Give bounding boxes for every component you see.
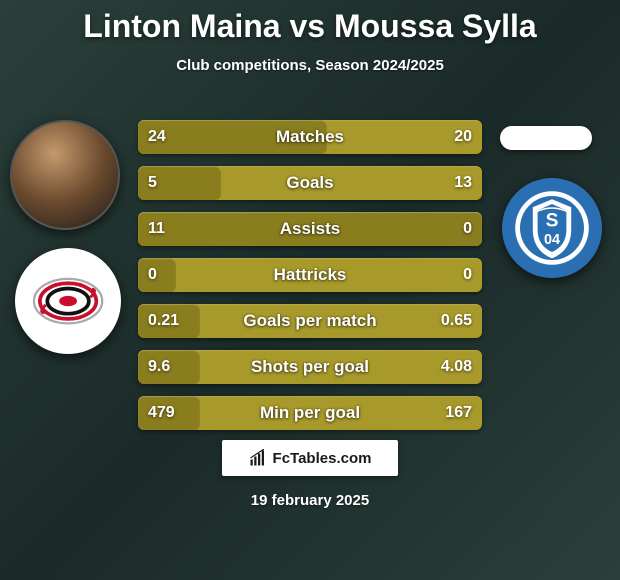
svg-text:04: 04 — [544, 232, 560, 248]
club-left-badge — [15, 248, 121, 354]
stat-row: 5Goals13 — [138, 166, 482, 200]
stat-row: 11Assists0 — [138, 212, 482, 246]
stat-value-right: 4.08 — [431, 350, 482, 384]
footer-date: 19 february 2025 — [0, 492, 620, 509]
stat-value-right: 0 — [453, 258, 482, 292]
svg-text:S: S — [546, 210, 559, 231]
stat-row: 479Min per goal167 — [138, 396, 482, 430]
player-left-avatar — [10, 120, 120, 230]
stat-label: Goals — [138, 166, 482, 200]
stat-value-right: 0 — [453, 212, 482, 246]
hurricane-icon — [31, 264, 105, 338]
sponsor-pill — [500, 126, 592, 150]
stat-label: Matches — [138, 120, 482, 154]
page-title: Linton Maina vs Moussa Sylla — [0, 0, 620, 45]
chart-icon — [249, 449, 267, 467]
schalke-icon: S 04 — [512, 188, 592, 268]
stat-label: Hattricks — [138, 258, 482, 292]
stat-row: 24Matches20 — [138, 120, 482, 154]
club-right-badge: S 04 — [502, 178, 602, 278]
stat-value-right: 20 — [444, 120, 482, 154]
stat-value-right: 0.65 — [431, 304, 482, 338]
page-subtitle: Club competitions, Season 2024/2025 — [0, 57, 620, 74]
brand-label: FcTables.com — [273, 450, 372, 467]
stat-value-right: 167 — [435, 396, 482, 430]
stat-row: 0Hattricks0 — [138, 258, 482, 292]
stat-value-right: 13 — [444, 166, 482, 200]
stat-label: Min per goal — [138, 396, 482, 430]
stat-label: Assists — [138, 212, 482, 246]
stat-row: 9.6Shots per goal4.08 — [138, 350, 482, 384]
stat-row: 0.21Goals per match0.65 — [138, 304, 482, 338]
brand-badge: FcTables.com — [222, 440, 398, 476]
stats-container: 24Matches205Goals1311Assists00Hattricks0… — [138, 120, 482, 442]
